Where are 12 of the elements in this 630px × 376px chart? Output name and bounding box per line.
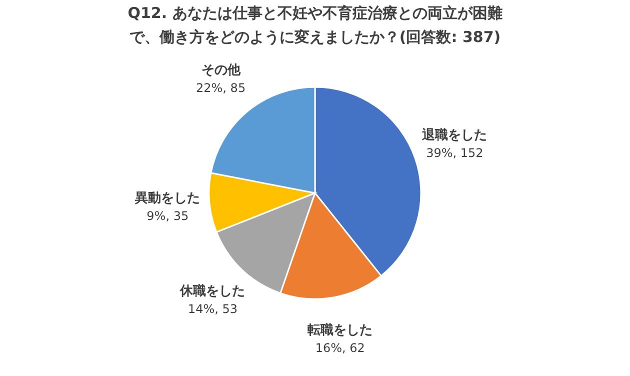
slice-label: 転職をした xyxy=(306,322,373,338)
data-label: 16%, 62 xyxy=(315,340,365,355)
data-label: 14%, 53 xyxy=(188,302,238,316)
text: Q12. あなたは仕事と不妊や不育症治療との両立が困難 xyxy=(128,4,502,22)
data-label: 9%, 35 xyxy=(146,208,189,223)
slice-label: その他 xyxy=(201,62,242,78)
slice-label: 退職をした xyxy=(421,127,488,144)
slice-label: 異動をした xyxy=(134,190,200,206)
data-label: 22%, 85 xyxy=(196,80,246,95)
text: で、働き方をどのように変えましたか？(回答数: 387) xyxy=(129,28,501,46)
slice-label: 休職をした xyxy=(179,282,246,299)
data-label: 39%, 152 xyxy=(426,146,484,160)
